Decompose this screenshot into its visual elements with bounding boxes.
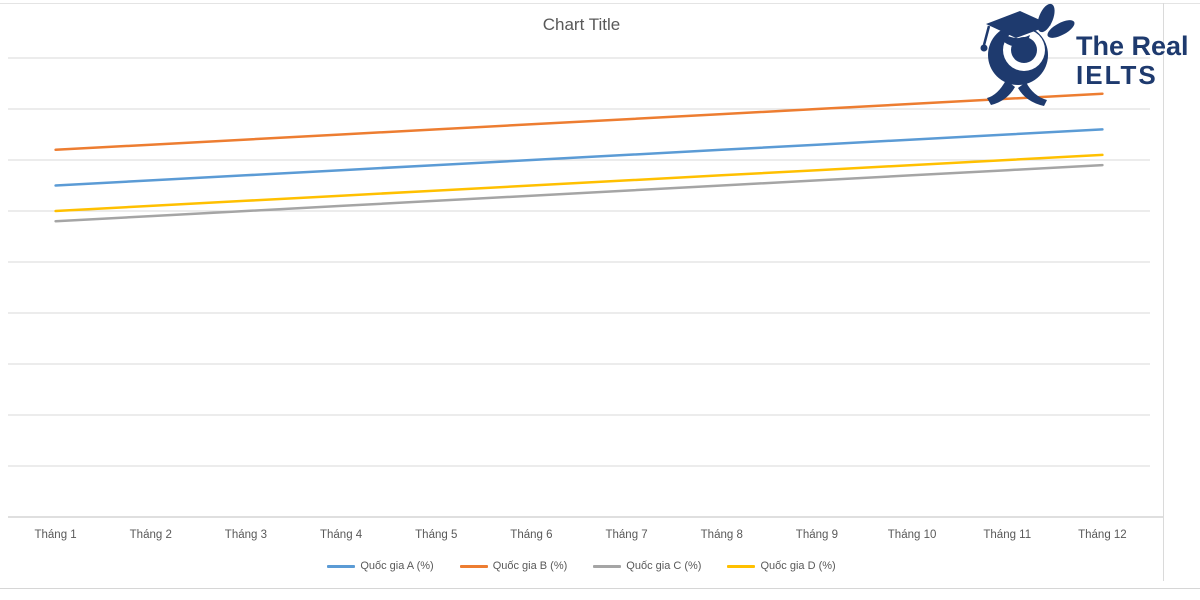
- x-axis-label: Tháng 10: [887, 529, 937, 541]
- legend: Quốc gia A (%) Quốc gia B (%) Quốc gia C (…: [0, 560, 1163, 572]
- x-axis-label: Tháng 8: [700, 529, 743, 541]
- legend-label: Quốc gia C (%): [626, 560, 702, 572]
- chart-border-right: [1163, 3, 1164, 581]
- legend-item-qu-c-gia-c-: Quốc gia C (%): [593, 560, 701, 572]
- legend-line-marker-icon: [327, 564, 356, 568]
- brand-name-line1: The Real: [1076, 31, 1189, 61]
- x-axis-label: Tháng 5: [415, 529, 458, 541]
- x-axis-label: Tháng 9: [795, 529, 839, 541]
- x-axis-label: Tháng 4: [319, 529, 363, 541]
- chart-title: Chart Title: [542, 15, 621, 34]
- legend-label: Quốc gia D (%): [760, 560, 836, 572]
- legend-label: Quốc gia B (%): [492, 560, 568, 572]
- series-line-qu-c-gia-b-: [54, 92, 1104, 152]
- chart-border-bottom: [0, 588, 1200, 589]
- brand-logo: The Real IELTS: [960, 2, 1195, 106]
- legend-line-marker-icon: [593, 564, 622, 568]
- legend-item-qu-c-gia-b-: Quốc gia B (%): [459, 560, 568, 572]
- x-axis-label: Tháng 11: [983, 529, 1032, 541]
- x-axis-label: Tháng 2: [129, 529, 172, 541]
- x-axis-label: Tháng 1: [34, 529, 77, 541]
- series-lines: [54, 92, 1104, 223]
- legend-item-qu-c-gia-d-: Quốc gia D (%): [727, 560, 836, 572]
- series-line-qu-c-gia-d-: [54, 153, 1104, 213]
- series-line-qu-c-gia-a-: [54, 128, 1104, 187]
- brand-name-line2: IELTS: [1076, 60, 1158, 90]
- legend-line-marker-icon: [727, 564, 756, 568]
- x-axis-label: Tháng 7: [605, 529, 648, 541]
- x-axis-label: Tháng 6: [510, 529, 553, 541]
- series-line-qu-c-gia-c-: [54, 163, 1104, 223]
- legend-label: Quốc gia A (%): [360, 560, 434, 572]
- graduate-snail-mascot-icon: [980, 3, 1075, 106]
- gridlines: [8, 57, 1163, 518]
- chart-border-top: [0, 3, 1200, 4]
- x-axis-label: Tháng 3: [224, 529, 268, 541]
- legend-item-qu-c-gia-a-: Quốc gia A (%): [327, 560, 434, 572]
- x-axis-label: Tháng 12: [1078, 529, 1127, 541]
- legend-line-marker-icon: [459, 564, 488, 568]
- brand-text: The Real IELTS: [1076, 31, 1189, 90]
